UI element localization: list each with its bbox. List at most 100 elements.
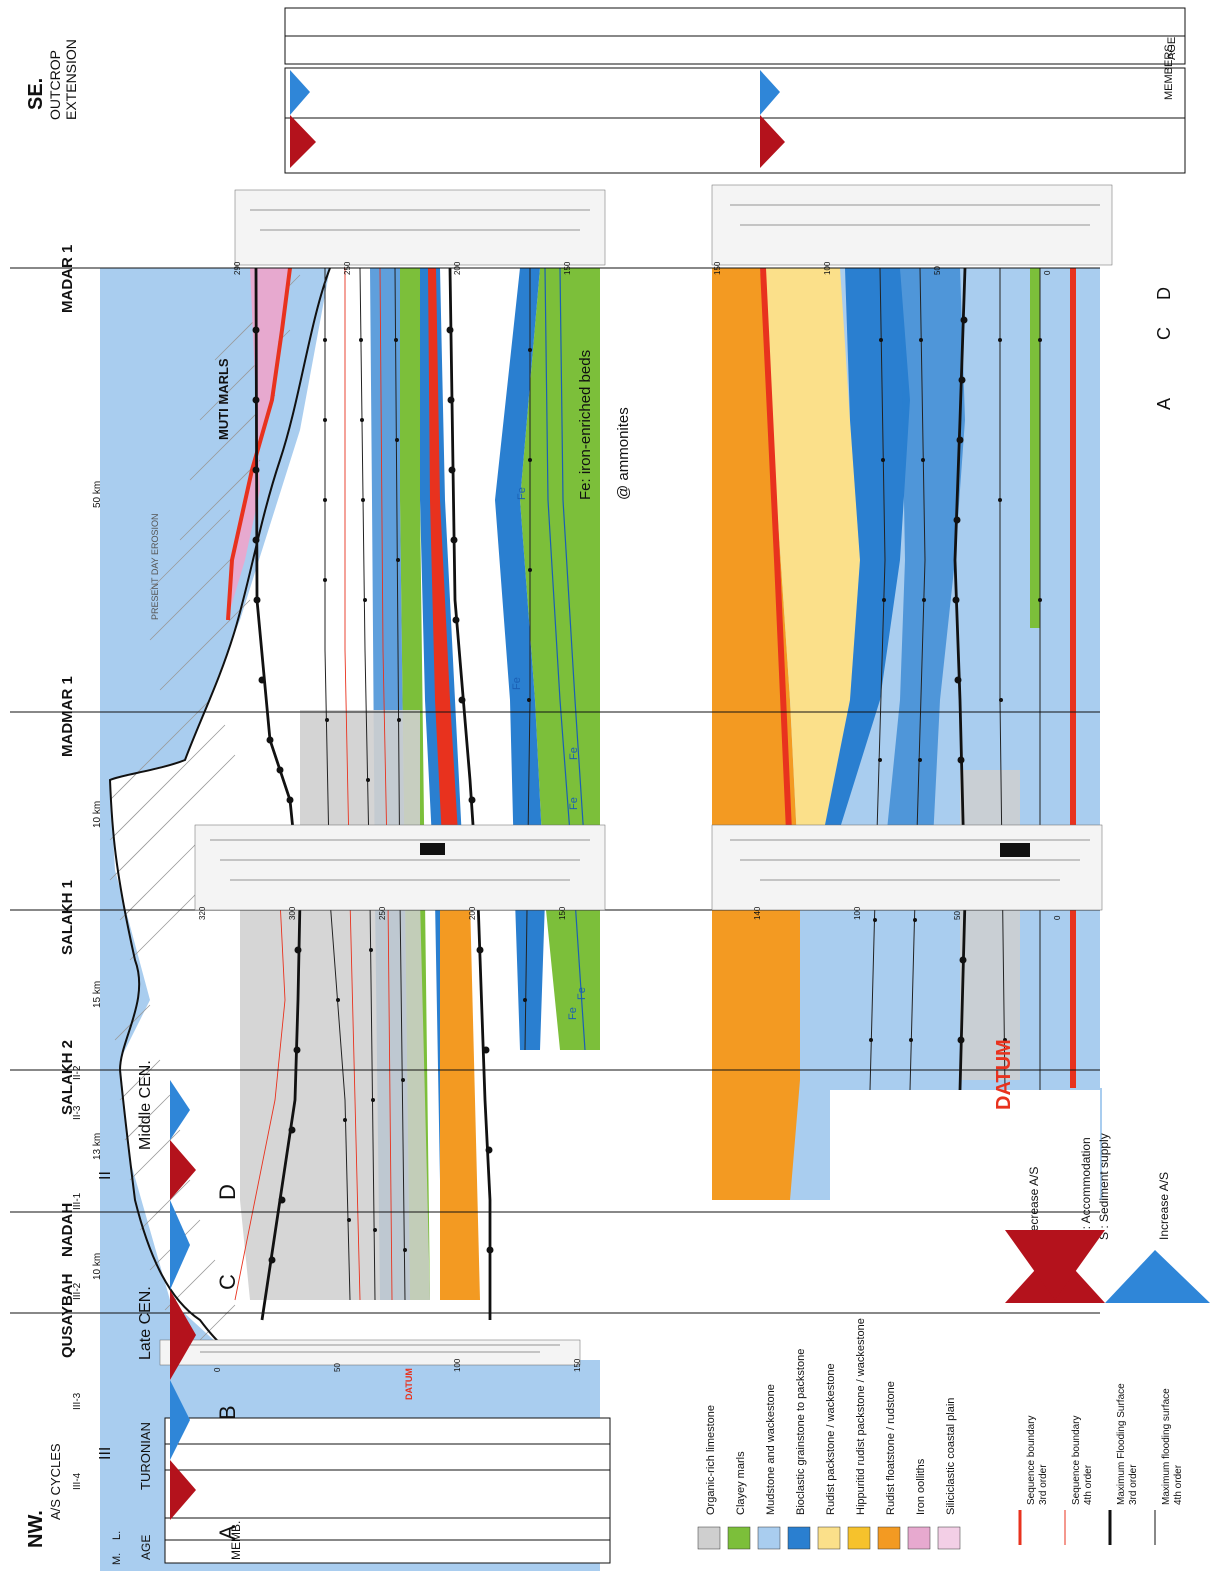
depth-tick: 140 xyxy=(753,906,762,920)
legend-line-label: Maximum flooding surface xyxy=(1161,1388,1172,1505)
sb-muti xyxy=(226,267,292,621)
left-cycle-4th: III-1 xyxy=(72,1192,83,1210)
legend-swatch xyxy=(907,1526,931,1550)
lower-truncation xyxy=(830,1090,1100,1200)
left-m: M. xyxy=(111,1553,123,1565)
outcrop-label: OUTCROP xyxy=(47,50,63,120)
log-qusaybah xyxy=(159,1339,581,1366)
erosion-surface xyxy=(108,267,331,1356)
left-strat-column xyxy=(164,1080,611,1564)
left-tri-dec xyxy=(170,1140,196,1200)
sb-4th-lines xyxy=(234,267,393,1301)
upper-panel xyxy=(100,267,600,1576)
depth-tick: 250 xyxy=(343,261,352,275)
as-s-def: S : Sediment supply xyxy=(1097,1133,1111,1240)
depth-tick: 200 xyxy=(453,261,462,275)
fe-mark: Fe xyxy=(576,987,588,1000)
organic-rich-band xyxy=(300,710,420,830)
depth-tick: 320 xyxy=(198,906,207,920)
legend-line-label: Sequence boundary xyxy=(1071,1415,1082,1505)
left-cycle-3rd: II xyxy=(97,1171,114,1180)
legend-label: Clayey marls xyxy=(735,1451,747,1515)
floatstone-band xyxy=(440,900,480,1300)
fe-mark: Fe xyxy=(567,1007,579,1020)
left-cycle-4th: III-4 xyxy=(72,1472,83,1490)
depth-tick: 200 xyxy=(468,906,477,920)
log-salakh1-upper xyxy=(194,824,606,911)
left-tri-dec xyxy=(170,1290,196,1380)
left-members-header: MEMB. xyxy=(229,1521,243,1560)
well-name: MADAR 1 xyxy=(59,245,76,313)
legend-line-label: Maximum Flooding Surface xyxy=(1116,1383,1127,1505)
increase-as-triangle xyxy=(1105,1250,1210,1303)
distance-label: 10 km xyxy=(92,1253,103,1280)
depth-tick: 0 xyxy=(1053,915,1062,920)
depth-tick: 50 xyxy=(953,911,962,920)
muti-marls-unit xyxy=(230,268,290,610)
left-age: TURONIAN xyxy=(138,1422,153,1490)
right-as-triangles xyxy=(290,70,785,168)
log-salakh1-lower xyxy=(711,824,1103,911)
distance-label: 13 km xyxy=(92,1133,103,1160)
well-name: QUSAYBAH xyxy=(59,1274,76,1358)
lower-base-unit xyxy=(1080,268,1100,1088)
datum-label-small: DATUM xyxy=(404,1368,414,1400)
left-member: B xyxy=(215,1405,240,1420)
legend-label: Iron oolliths xyxy=(915,1458,927,1515)
left-age: Late CEN. xyxy=(137,1286,154,1360)
legend-label: Bioclastic grainstone to packstone xyxy=(795,1349,807,1515)
lower-grainstone xyxy=(810,268,910,900)
lower-grainstone-2 xyxy=(880,268,965,900)
legend: Organic-rich limestone Clayey marls Mudsto… xyxy=(697,1133,1184,1550)
as-decrease-label: Decrease A/S xyxy=(1027,1167,1041,1240)
right-member: C xyxy=(1154,327,1174,340)
nw-label: NW. xyxy=(25,1510,47,1548)
depth-tick: 150 xyxy=(563,261,572,275)
right-column-frame xyxy=(284,67,1186,174)
legend-swatch xyxy=(877,1526,901,1550)
right-members-header: MEMBERS xyxy=(1163,44,1175,100)
depth-tick: 100 xyxy=(453,1358,462,1372)
left-cycles-header: A/S CYCLES xyxy=(48,1443,63,1520)
lower-organic-rich xyxy=(960,770,1020,1080)
muti-marls-label: MUTI MARLS xyxy=(216,358,231,440)
well-name: MADMAR 1 xyxy=(59,676,76,757)
erosion-label: PRESENT DAY EROSION xyxy=(150,513,160,620)
legend-label: Hippuritid rudist packstone / wackestone xyxy=(855,1318,867,1515)
depth-tick: 50 xyxy=(933,266,942,275)
left-age: Middle CEN. xyxy=(137,1060,154,1150)
mfs-dots xyxy=(252,326,494,1264)
log-madar-upper xyxy=(234,189,606,266)
lower-mfs-3rd xyxy=(953,267,967,1091)
as-increase-label: Increase A/S xyxy=(1157,1172,1171,1240)
left-member: C xyxy=(215,1274,240,1290)
log-black-1 xyxy=(420,843,445,855)
right-tri-inc xyxy=(290,70,310,115)
left-as-triangles xyxy=(170,1080,196,1520)
right-member: A xyxy=(1154,398,1174,410)
well-name: NADAH xyxy=(59,1203,76,1257)
depth-tick: 0 xyxy=(1043,270,1052,275)
left-cycle-4th: II-2 xyxy=(72,1065,83,1080)
left-age-header: AGE xyxy=(139,1535,153,1560)
legend-swatch xyxy=(847,1526,871,1550)
distance-label: 15 km xyxy=(92,981,103,1008)
right-member: D xyxy=(1154,287,1174,300)
left-tri-inc xyxy=(170,1200,190,1290)
lower-clayey-marls xyxy=(1030,268,1040,628)
as-legend xyxy=(1005,1230,1210,1303)
depth-tick: 300 xyxy=(288,906,297,920)
distance-label: 10 km xyxy=(92,801,103,828)
well-logs xyxy=(159,184,1113,1366)
well-name: SALAKH 2 xyxy=(59,1040,76,1115)
left-column-frame xyxy=(164,1417,611,1564)
depth-tick: 150 xyxy=(713,261,722,275)
left-cycle-4th: III-2 xyxy=(72,1282,83,1300)
legend-label: Organic-rich limestone xyxy=(705,1405,717,1515)
fe-mark: Fe xyxy=(511,677,523,690)
legend-line-label: 4th order xyxy=(1083,1464,1094,1505)
left-tri-inc xyxy=(170,1080,190,1140)
legend-swatch xyxy=(697,1526,721,1550)
